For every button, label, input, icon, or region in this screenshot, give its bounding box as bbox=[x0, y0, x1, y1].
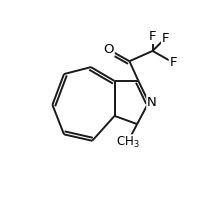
Text: O: O bbox=[104, 43, 114, 56]
Text: F: F bbox=[169, 56, 177, 69]
Text: F: F bbox=[149, 30, 156, 43]
Text: N: N bbox=[147, 96, 157, 109]
Text: F: F bbox=[162, 32, 169, 45]
Text: CH$_3$: CH$_3$ bbox=[116, 135, 139, 150]
